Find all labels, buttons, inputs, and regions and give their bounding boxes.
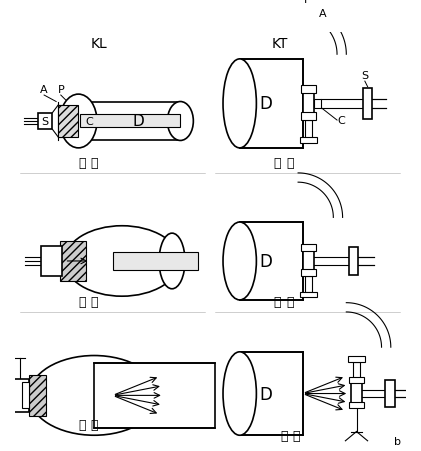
Text: A: A	[40, 85, 48, 95]
Text: 图: 图	[78, 418, 86, 431]
Bar	[29, 375, 46, 416]
Bar	[94, 363, 215, 428]
Text: D: D	[259, 95, 272, 113]
Ellipse shape	[223, 222, 256, 300]
Text: 一: 一	[91, 157, 98, 170]
Bar	[303, 88, 314, 120]
Bar	[22, 382, 29, 409]
Text: 三: 三	[91, 418, 98, 431]
Bar	[80, 115, 180, 128]
Bar	[240, 60, 303, 148]
Ellipse shape	[223, 352, 256, 435]
Ellipse shape	[29, 356, 159, 435]
Text: P: P	[304, 0, 311, 5]
Ellipse shape	[159, 234, 185, 289]
Ellipse shape	[223, 60, 256, 148]
Bar	[240, 352, 303, 435]
Bar	[349, 377, 364, 383]
Bar	[351, 379, 362, 409]
Text: 图: 图	[273, 157, 280, 170]
Text: b: b	[394, 437, 401, 446]
Text: 图: 图	[273, 295, 280, 308]
Text: 图: 图	[280, 429, 288, 442]
Text: S: S	[41, 117, 48, 127]
Bar	[304, 120, 312, 139]
Bar	[301, 113, 316, 120]
Bar	[353, 362, 360, 379]
Text: 三: 三	[293, 429, 300, 442]
Bar	[348, 357, 365, 362]
Ellipse shape	[168, 102, 193, 141]
Bar	[301, 86, 316, 93]
Bar	[300, 292, 317, 298]
Text: KT: KT	[272, 37, 288, 51]
Bar	[240, 222, 303, 300]
Text: C: C	[86, 117, 93, 127]
Text: D: D	[259, 253, 272, 270]
Ellipse shape	[60, 95, 97, 148]
Text: 图: 图	[78, 157, 86, 170]
Bar	[300, 138, 317, 143]
Bar	[113, 252, 198, 271]
Bar	[385, 380, 394, 408]
Bar	[11, 379, 29, 412]
Text: 二: 二	[286, 295, 293, 308]
Text: KL: KL	[91, 37, 107, 51]
Bar	[363, 88, 372, 120]
Bar	[58, 106, 78, 138]
Text: D: D	[133, 114, 144, 129]
Bar	[41, 247, 62, 276]
Text: P: P	[57, 85, 64, 95]
Bar	[60, 241, 86, 282]
Text: A: A	[318, 9, 326, 18]
Bar	[349, 402, 364, 409]
Bar	[314, 100, 321, 109]
Bar	[301, 245, 316, 251]
Text: 一: 一	[286, 157, 293, 170]
Text: 图: 图	[78, 295, 86, 308]
Bar	[37, 113, 53, 130]
Text: S: S	[361, 71, 368, 81]
Bar	[303, 247, 314, 276]
Bar	[301, 270, 316, 276]
Text: C: C	[337, 116, 345, 126]
Ellipse shape	[64, 226, 179, 297]
Text: D: D	[259, 385, 272, 403]
Bar	[349, 248, 358, 275]
Bar	[304, 276, 312, 293]
Text: 二: 二	[91, 295, 98, 308]
